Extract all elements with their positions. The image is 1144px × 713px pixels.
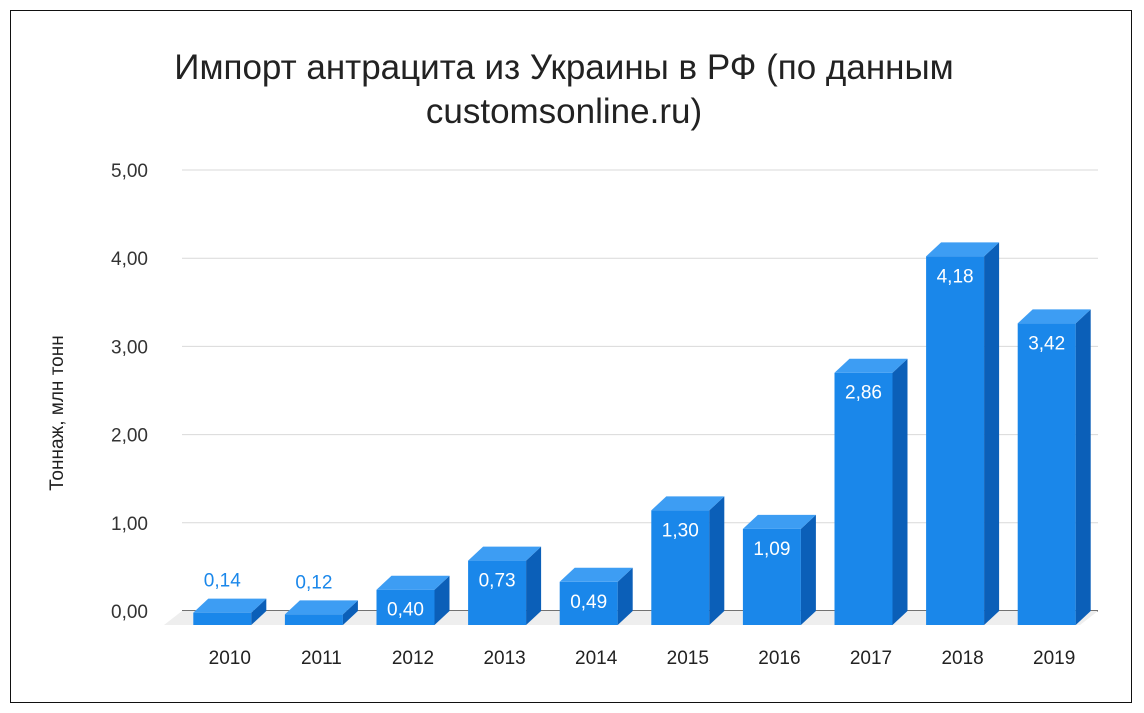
- bar-front: [742, 528, 801, 625]
- y-axis-label: Тоннаж, млн тонн: [47, 335, 68, 490]
- bar: [742, 514, 816, 625]
- y-tick-label: 5,00: [111, 161, 148, 182]
- bar: [926, 242, 1000, 625]
- bar: [1017, 309, 1091, 625]
- bar-top: [376, 575, 450, 590]
- bar-front: [651, 510, 710, 625]
- x-tick-label: 2011: [301, 648, 342, 669]
- bar-front: [468, 560, 527, 625]
- y-tick-label: 1,00: [111, 514, 148, 535]
- bar-front: [193, 612, 252, 625]
- bar: [468, 546, 542, 625]
- data-label: 2,86: [845, 383, 882, 404]
- y-tick-label: 4,00: [111, 249, 148, 270]
- bar-side: [526, 546, 542, 625]
- data-label: 0,49: [570, 592, 607, 613]
- bar-front: [376, 589, 435, 625]
- bar: [651, 496, 725, 625]
- bar-side: [1075, 309, 1091, 625]
- bar: [559, 567, 633, 625]
- bar-front: [1017, 323, 1076, 625]
- x-tick-label: 2014: [575, 648, 618, 669]
- x-tick-label: 2012: [392, 648, 434, 669]
- data-label: 0,40: [387, 600, 424, 621]
- x-tick-label: 2016: [758, 648, 800, 669]
- y-tick-label: 3,00: [111, 337, 148, 358]
- data-label: 4,18: [937, 266, 974, 287]
- x-tick-label: 2018: [941, 648, 983, 669]
- x-axis-ticks: 2010 2011 2012 2013 2014 2015 2016 2017 2018 2019: [209, 648, 1076, 669]
- bar-top: [742, 514, 816, 529]
- x-tick-label: 2017: [850, 648, 892, 669]
- bar-side: [434, 575, 450, 625]
- x-tick-label: 2013: [483, 648, 525, 669]
- bar-top: [1017, 309, 1091, 324]
- bar: [376, 575, 450, 625]
- data-label: 1,30: [662, 520, 699, 541]
- bar-top: [559, 567, 633, 582]
- bar-top: [193, 598, 267, 613]
- bar-top: [834, 358, 908, 373]
- bar-side: [892, 358, 908, 625]
- bar-side: [800, 514, 816, 625]
- bar-side: [342, 600, 358, 625]
- bar: [193, 598, 267, 625]
- bar-top: [926, 242, 1000, 257]
- bar-top: [284, 600, 358, 615]
- bar-top: [468, 546, 542, 561]
- data-label: 0,12: [295, 572, 332, 593]
- bar-front: [284, 614, 343, 625]
- bars: 0,14 0,12 0,40 0,73 0,49 1,30 1,09 2,86 4,18 3,42: [193, 242, 1091, 625]
- chart-title-line-2: customsonline.ru): [425, 92, 703, 131]
- bar-top: [651, 496, 725, 511]
- bar-front: [926, 256, 985, 625]
- bar: [834, 358, 908, 625]
- bar-front: [834, 372, 893, 625]
- bar: [284, 600, 358, 625]
- data-label: 0,14: [204, 571, 241, 592]
- bar-side: [984, 242, 1000, 625]
- x-tick-label: 2010: [209, 648, 251, 669]
- x-tick-label: 2019: [1033, 648, 1075, 669]
- x-tick-label: 2015: [667, 648, 709, 669]
- data-label: 0,73: [479, 571, 516, 592]
- bar-front: [559, 581, 618, 625]
- y-tick-label: 0,00: [111, 602, 148, 623]
- y-tick-label: 2,00: [111, 426, 148, 447]
- y-axis-ticks: 0,00 1,00 2,00 3,00 4,00 5,00: [111, 161, 148, 623]
- data-label: 1,09: [753, 539, 790, 560]
- bar-side: [709, 496, 725, 625]
- chart-title: Импорт антрацита из Украины в РФ (по дан…: [0, 46, 1128, 134]
- bar-side: [617, 567, 633, 625]
- data-label: 3,42: [1028, 333, 1065, 354]
- bar-side: [251, 598, 267, 625]
- chart-title-line-1: Импорт антрацита из Украины в РФ (по дан…: [174, 48, 954, 87]
